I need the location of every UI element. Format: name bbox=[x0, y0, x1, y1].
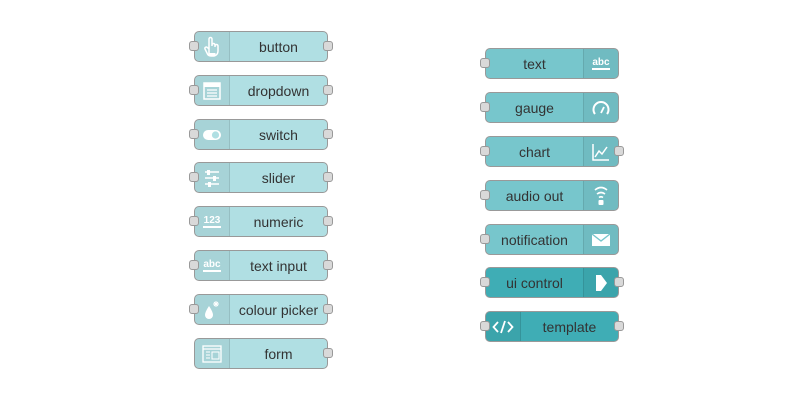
output-port[interactable] bbox=[323, 172, 333, 182]
svg-text:abc: abc bbox=[592, 57, 610, 68]
output-port[interactable] bbox=[614, 146, 624, 156]
input-port[interactable] bbox=[189, 172, 199, 182]
input-port[interactable] bbox=[189, 129, 199, 139]
node-label: text bbox=[523, 55, 546, 72]
node-label: numeric bbox=[253, 213, 304, 230]
output-port[interactable] bbox=[323, 216, 333, 226]
node-text[interactable]: text abc bbox=[480, 48, 619, 79]
line-chart-icon bbox=[583, 137, 618, 166]
output-port[interactable] bbox=[614, 277, 624, 287]
output-port[interactable] bbox=[323, 41, 333, 51]
output-port[interactable] bbox=[323, 85, 333, 95]
node-text-input[interactable]: abc text input bbox=[189, 250, 333, 281]
input-port[interactable] bbox=[480, 277, 490, 287]
node-numeric[interactable]: 123 numeric bbox=[189, 206, 333, 237]
node-dropdown[interactable]: dropdown bbox=[189, 75, 333, 106]
node-ui-control[interactable]: ui control bbox=[480, 267, 624, 298]
node-gauge[interactable]: gauge bbox=[480, 92, 619, 123]
output-port[interactable] bbox=[323, 304, 333, 314]
output-port[interactable] bbox=[323, 129, 333, 139]
input-port[interactable] bbox=[189, 41, 199, 51]
abc-text-icon: abc bbox=[195, 251, 230, 280]
node-audio-out[interactable]: audio out bbox=[480, 180, 619, 211]
svg-text:123: 123 bbox=[204, 215, 221, 226]
output-port[interactable] bbox=[323, 260, 333, 270]
node-colour-picker[interactable]: colour picker bbox=[189, 294, 333, 325]
node-label: chart bbox=[518, 143, 551, 160]
input-port[interactable] bbox=[480, 234, 490, 244]
input-port[interactable] bbox=[189, 216, 199, 226]
form-icon bbox=[195, 339, 230, 368]
input-port[interactable] bbox=[480, 58, 490, 68]
node-label: audio out bbox=[505, 187, 564, 204]
arrow-right-icon bbox=[583, 268, 618, 297]
input-port[interactable] bbox=[480, 146, 490, 156]
node-label: gauge bbox=[515, 99, 554, 116]
input-port[interactable] bbox=[189, 85, 199, 95]
hand-pointer-icon bbox=[195, 32, 230, 61]
node-label: colour picker bbox=[238, 301, 319, 318]
paint-drop-icon bbox=[195, 295, 230, 324]
envelope-icon bbox=[583, 225, 618, 254]
node-switch[interactable]: switch bbox=[189, 119, 333, 150]
input-port[interactable] bbox=[480, 102, 490, 112]
node-label: switch bbox=[259, 126, 298, 143]
node-label: text input bbox=[250, 257, 307, 274]
input-port[interactable] bbox=[480, 321, 490, 331]
output-port[interactable] bbox=[323, 348, 333, 358]
node-label: form bbox=[264, 345, 293, 362]
audio-wave-icon bbox=[583, 181, 618, 210]
node-template[interactable]: template bbox=[480, 311, 624, 342]
input-port[interactable] bbox=[189, 304, 199, 314]
abc-text-icon: abc bbox=[583, 49, 618, 78]
node-chart[interactable]: chart bbox=[480, 136, 624, 167]
input-port[interactable] bbox=[480, 190, 490, 200]
gauge-icon bbox=[583, 93, 618, 122]
toggle-icon bbox=[195, 120, 230, 149]
node-slider[interactable]: slider bbox=[189, 162, 333, 193]
node-label: template bbox=[542, 318, 597, 335]
node-notification[interactable]: notification bbox=[480, 224, 619, 255]
node-label: notification bbox=[501, 231, 568, 248]
node-label: dropdown bbox=[247, 82, 310, 99]
numeric-123-icon: 123 bbox=[195, 207, 230, 236]
sliders-icon bbox=[195, 163, 230, 192]
node-label: button bbox=[259, 38, 298, 55]
input-port[interactable] bbox=[189, 260, 199, 270]
node-label: slider bbox=[261, 169, 296, 186]
node-label: ui control bbox=[506, 274, 563, 291]
code-icon bbox=[486, 312, 521, 341]
node-form[interactable]: form bbox=[194, 338, 333, 369]
svg-text:abc: abc bbox=[203, 259, 221, 270]
node-button[interactable]: button bbox=[189, 31, 333, 62]
output-port[interactable] bbox=[614, 321, 624, 331]
list-icon bbox=[195, 76, 230, 105]
